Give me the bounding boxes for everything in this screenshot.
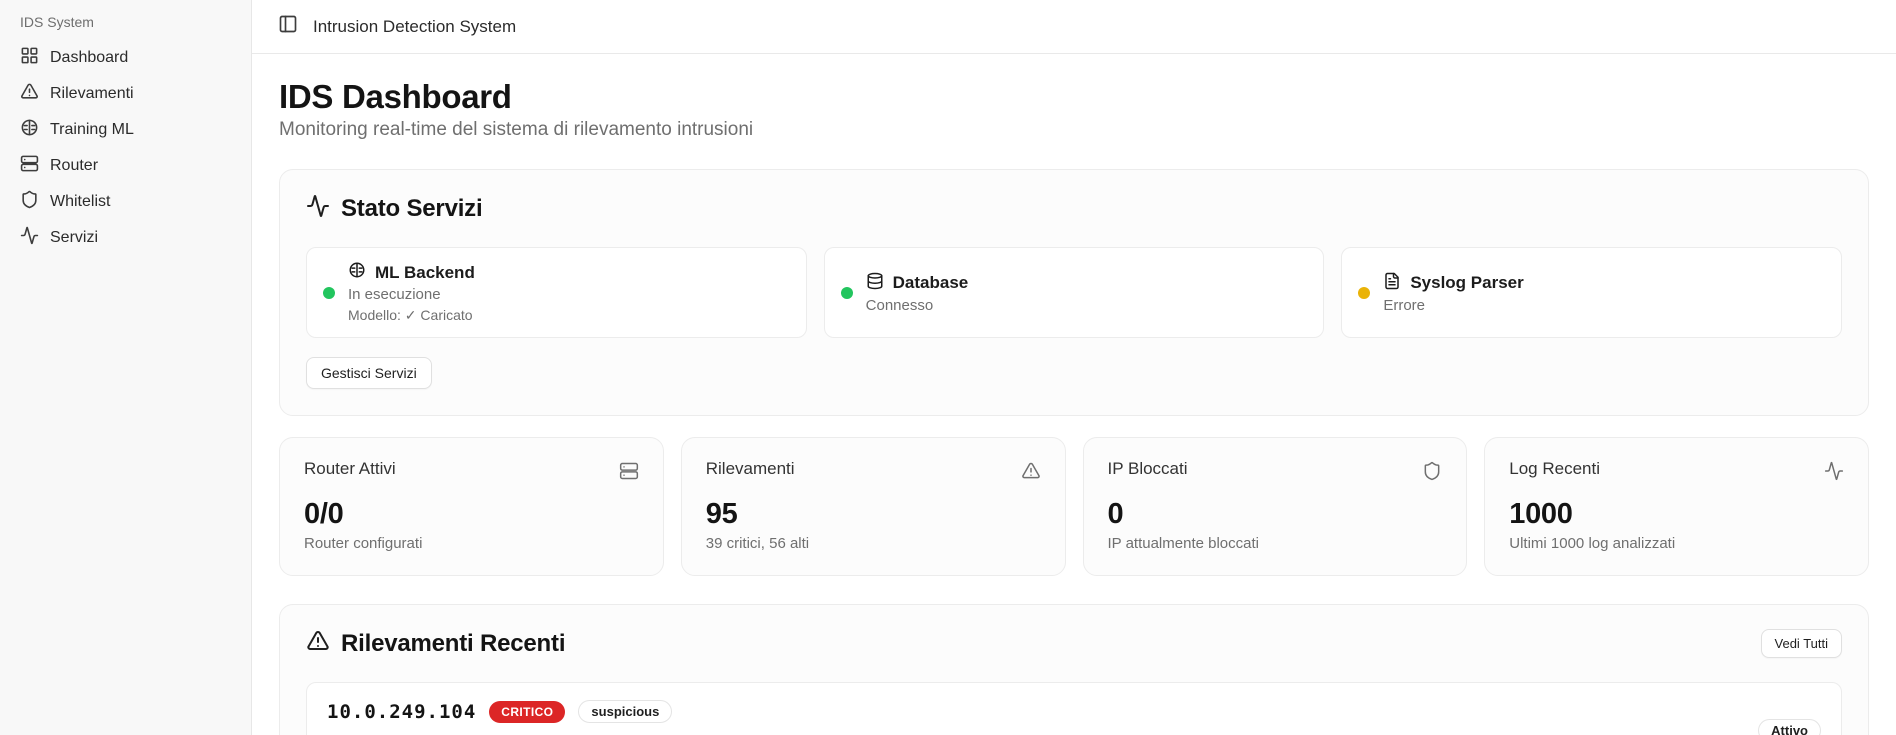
stat-card-log-recenti: Log Recenti 1000 Ultimi 1000 log analizz… bbox=[1484, 437, 1869, 576]
stat-sub: Ultimi 1000 log analizzati bbox=[1509, 535, 1676, 552]
services-grid: ML Backend In esecuzione Modello: ✓ Cari… bbox=[306, 247, 1842, 338]
services-section: Stato Servizi ML Backend In esecuzione M… bbox=[279, 169, 1869, 416]
stat-label: Router Attivi bbox=[304, 459, 396, 478]
detection-info: 10.0.249.104 CRITICO suspicious Burst an… bbox=[327, 700, 673, 735]
database-icon bbox=[866, 272, 884, 295]
page-title: IDS Dashboard bbox=[279, 78, 512, 115]
stat-value: 95 bbox=[705, 498, 738, 530]
service-status: In esecuzione bbox=[348, 286, 441, 303]
detection-row: 10.0.249.104 CRITICO suspicious Burst an… bbox=[306, 682, 1842, 735]
stat-label: IP Bloccati bbox=[1107, 459, 1188, 478]
detection-description: Burst anomali (max 250 conn/10s) bbox=[327, 733, 672, 735]
shield-icon bbox=[1422, 459, 1442, 486]
stat-sub: Router configurati bbox=[304, 535, 423, 552]
main-area: Intrusion Detection System IDS Dashboard… bbox=[252, 0, 1896, 735]
service-name: ML Backend bbox=[375, 262, 475, 282]
stat-value: 1000 bbox=[1509, 498, 1573, 530]
services-section-title: Stato Servizi bbox=[341, 194, 483, 222]
sidebar-item-servizi[interactable]: Servizi bbox=[14, 220, 237, 256]
dashboard-grid-icon bbox=[20, 46, 39, 70]
alert-triangle-icon bbox=[306, 629, 330, 658]
activity-icon bbox=[20, 226, 39, 250]
sidebar-item-label: Router bbox=[50, 157, 99, 174]
service-name: Database bbox=[892, 273, 969, 292]
detection-ip: 10.0.249.104 bbox=[327, 700, 477, 723]
severity-badge: CRITICO bbox=[489, 700, 566, 723]
stat-value: 0 bbox=[1107, 498, 1124, 530]
service-model-detail: Modello: ✓ Caricato bbox=[348, 307, 473, 323]
sidebar-item-rilevamenti[interactable]: Rilevamenti bbox=[14, 76, 237, 112]
shield-icon bbox=[20, 190, 39, 214]
detection-tag-badge: suspicious bbox=[578, 700, 673, 723]
sidebar-item-training-ml[interactable]: Training ML bbox=[14, 112, 237, 148]
stat-card-rilevamenti: Rilevamenti 95 39 critici, 56 alti bbox=[680, 437, 1066, 576]
status-dot-amber bbox=[1358, 286, 1371, 299]
view-all-button[interactable]: Vedi Tutti bbox=[1760, 629, 1842, 658]
status-dot-green bbox=[840, 286, 853, 299]
stat-card-router-attivi: Router Attivi 0/0 Router configurati bbox=[279, 437, 664, 576]
server-icon bbox=[619, 459, 639, 486]
service-name: Syslog Parser bbox=[1410, 273, 1524, 292]
sidebar-item-label: Dashboard bbox=[50, 49, 129, 66]
sidebar-item-label: Servizi bbox=[50, 229, 99, 246]
stat-sub: IP attualmente bloccati bbox=[1107, 535, 1259, 552]
services-section-header: Stato Servizi bbox=[306, 194, 1842, 223]
stat-sub: 39 critici, 56 alti bbox=[705, 535, 810, 552]
brain-icon bbox=[20, 118, 39, 142]
stats-row: Router Attivi 0/0 Router configurati Ril… bbox=[279, 437, 1869, 576]
sidebar-app-title: IDS System bbox=[20, 14, 94, 30]
stat-value: 0/0 bbox=[304, 498, 344, 530]
stat-label: Rilevamenti bbox=[705, 459, 795, 478]
service-status: Errore bbox=[1383, 296, 1426, 314]
alert-triangle-icon bbox=[1021, 459, 1041, 486]
brain-icon bbox=[348, 261, 366, 284]
topbar: Intrusion Detection System bbox=[252, 0, 1896, 54]
sidebar: IDS System Dashboard Rilevamenti Trainin… bbox=[0, 0, 252, 735]
page-subtitle: Monitoring real-time del sistema di rile… bbox=[279, 119, 754, 140]
detections-section-title: Rilevamenti Recenti bbox=[341, 629, 566, 657]
detections-section-header: Rilevamenti Recenti Vedi Tutti bbox=[306, 629, 1842, 658]
topbar-title: Intrusion Detection System bbox=[313, 16, 517, 36]
stat-label: Log Recenti bbox=[1509, 459, 1600, 478]
sidebar-item-router[interactable]: Router bbox=[14, 148, 237, 184]
detections-section: Rilevamenti Recenti Vedi Tutti 10.0.249.… bbox=[279, 604, 1869, 735]
sidebar-item-label: Rilevamenti bbox=[50, 85, 134, 102]
sidebar-item-label: Whitelist bbox=[50, 193, 111, 210]
sidebar-item-whitelist[interactable]: Whitelist bbox=[14, 184, 237, 220]
activity-icon bbox=[306, 194, 330, 223]
server-icon bbox=[20, 154, 39, 178]
alert-triangle-icon bbox=[20, 82, 39, 106]
status-dot-green bbox=[323, 286, 335, 299]
detection-state-badge: Attivo bbox=[1758, 719, 1821, 735]
service-card-ml-backend: ML Backend In esecuzione Modello: ✓ Cari… bbox=[306, 247, 807, 338]
file-text-icon bbox=[1383, 272, 1401, 295]
service-card-database: Database Connesso bbox=[823, 247, 1325, 338]
manage-services-button[interactable]: Gestisci Servizi bbox=[306, 357, 432, 389]
sidebar-item-dashboard[interactable]: Dashboard bbox=[14, 40, 237, 76]
sidebar-item-label: Training ML bbox=[50, 121, 134, 138]
activity-icon bbox=[1824, 459, 1844, 486]
stat-card-ip-bloccati: IP Bloccati 0 IP attualmente bloccati bbox=[1082, 437, 1468, 576]
service-card-syslog-parser: Syslog Parser Errore bbox=[1341, 247, 1842, 338]
content: IDS Dashboard Monitoring real-time del s… bbox=[252, 54, 1896, 735]
service-status: Connesso bbox=[865, 296, 934, 314]
panel-left-icon[interactable] bbox=[278, 14, 298, 39]
